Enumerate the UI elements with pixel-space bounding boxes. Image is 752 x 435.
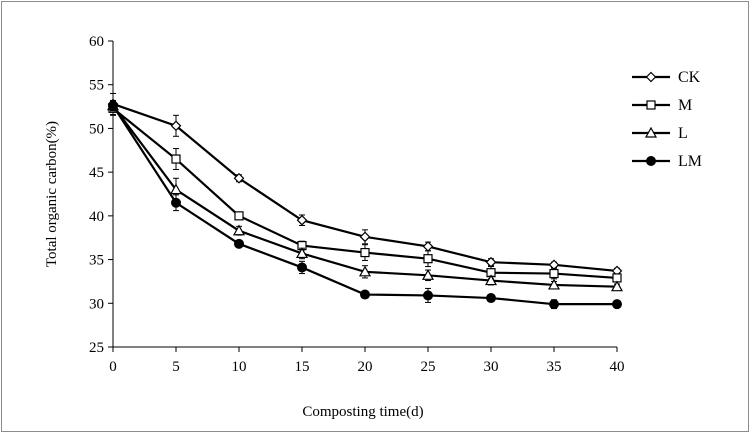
x-tick-label: 25: [421, 359, 436, 375]
data-point-lm: [360, 289, 370, 300]
legend-label: L: [678, 125, 688, 142]
y-tick-label: 40: [89, 209, 104, 225]
data-point-lm: [297, 262, 307, 273]
series-ck: [107, 92, 623, 277]
y-axis-label: Total organic carbon(%): [44, 121, 60, 267]
x-tick-label: 5: [172, 359, 180, 375]
data-point-l: [232, 224, 246, 236]
data-point-lm: [171, 197, 181, 208]
data-point-m: [423, 254, 433, 264]
data-point-m: [549, 268, 559, 279]
y-tick-label: 55: [89, 78, 104, 94]
data-point-l: [421, 269, 435, 280]
data-point-lm: [108, 100, 118, 111]
y-tick-label: 45: [89, 165, 104, 181]
y-tick-label: 25: [89, 340, 104, 356]
x-tick-label: 20: [358, 359, 373, 375]
legend-label: LM: [678, 153, 702, 170]
legend-item-lm: LM: [632, 153, 702, 170]
y-tick-label: 50: [89, 121, 104, 137]
series-lm: [108, 100, 622, 310]
legend-item-l: L: [632, 125, 688, 142]
data-point-ck: [296, 214, 308, 226]
data-point-l: [547, 278, 561, 290]
legend-label: CK: [678, 69, 701, 86]
series-m: [108, 100, 622, 283]
data-point-m: [234, 211, 244, 221]
legend-marker: [646, 100, 656, 110]
y-tick-label: 35: [89, 253, 104, 269]
data-point-ck: [359, 231, 371, 243]
data-point-lm: [549, 299, 559, 310]
data-point-ck: [233, 172, 245, 184]
data-point-m: [171, 154, 181, 164]
x-tick-label: 0: [109, 359, 117, 375]
x-tick-label: 35: [547, 359, 562, 375]
axes: 25 30 35 40 45 50 55 60 0 5 10 15 20 25 30 35 40: [89, 34, 625, 375]
x-axis-label: Composting time(d): [302, 404, 423, 420]
data-point-lm: [612, 299, 622, 310]
y-tick-label: 30: [89, 296, 104, 312]
data-point-l: [358, 265, 372, 277]
data-point-l: [295, 247, 309, 259]
data-point-m: [360, 247, 370, 258]
x-tick-label: 15: [295, 359, 310, 375]
legend-label: M: [678, 97, 692, 114]
y-tick-label: 60: [89, 34, 104, 50]
legend-marker: [644, 126, 658, 138]
legend-marker: [645, 71, 657, 83]
data-point-l: [484, 274, 498, 286]
x-tick-label: 10: [232, 359, 247, 375]
data-point-ck: [170, 120, 182, 132]
x-tick-label: 40: [610, 359, 625, 375]
data-point-ck: [485, 256, 497, 268]
series-l: [106, 99, 624, 292]
legend-item-ck: CK: [632, 69, 701, 86]
legend: CK ML LM: [632, 69, 702, 170]
x-tick-label: 30: [484, 359, 499, 375]
legend-marker: [646, 156, 656, 166]
series-layer: [106, 92, 624, 310]
data-point-lm: [234, 238, 244, 249]
data-point-lm: [486, 293, 496, 304]
data-point-l: [169, 183, 183, 195]
data-point-ck: [422, 241, 434, 252]
data-point-lm: [423, 290, 433, 301]
legend-item-m: M: [632, 97, 692, 114]
data-point-l: [610, 280, 624, 292]
